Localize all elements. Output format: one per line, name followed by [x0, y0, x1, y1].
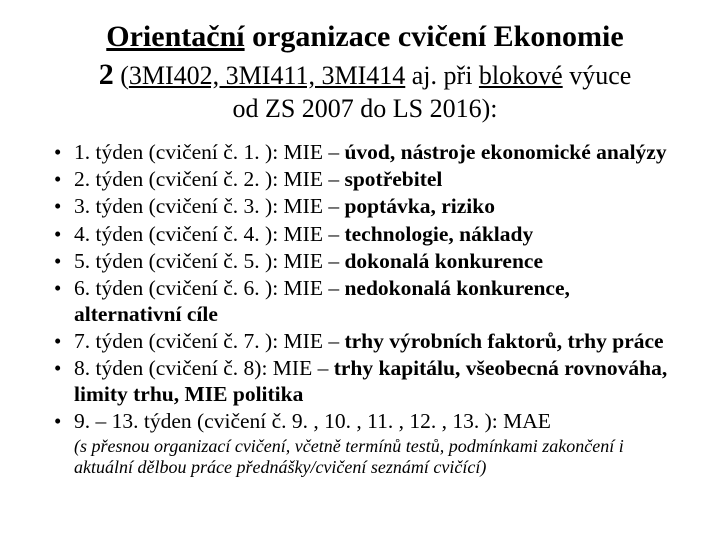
list-item: 1. týden (cvičení č. 1. ): MIE – úvod, n… [54, 140, 682, 165]
item-prefix: 8. týden (cvičení č. 8): MIE – [74, 356, 334, 380]
title-line-2: 2 (3MI402, 3MI411, 3MI414 aj. při blokov… [48, 56, 682, 94]
item-prefix: 2. týden (cvičení č. 2. ): MIE – [74, 167, 344, 191]
list-item: 8. týden (cvičení č. 8): MIE – trhy kapi… [54, 356, 682, 407]
list-item: 4. týden (cvičení č. 4. ): MIE – technol… [54, 222, 682, 247]
item-prefix: 1. týden (cvičení č. 1. ): MIE – [74, 140, 344, 164]
title-rest: organizace cvičení Ekonomie [245, 20, 624, 53]
title-underlined-word: Orientační [106, 20, 244, 53]
title-line-1: Orientační organizace cvičení Ekonomie [48, 18, 682, 56]
title-paren-open: ( [114, 61, 129, 90]
list-item: 3. týden (cvičení č. 3. ): MIE – poptávk… [54, 194, 682, 219]
title-line-3: od ZS 2007 do LS 2016): [48, 93, 682, 126]
footnote: (s přesnou organizací cvičení, včetně te… [48, 436, 682, 476]
slide-title: Orientační organizace cvičení Ekonomie 2… [48, 18, 682, 126]
list-item: 2. týden (cvičení č. 2. ): MIE – spotřeb… [54, 167, 682, 192]
title-end: výuce [563, 61, 632, 90]
item-topic: trhy výrobních faktorů, trhy práce [344, 329, 663, 353]
title-blokove: blokové [479, 61, 563, 90]
list-item: 7. týden (cvičení č. 7. ): MIE – trhy vý… [54, 329, 682, 354]
list-item: 6. týden (cvičení č. 6. ): MIE – nedokon… [54, 276, 682, 327]
item-prefix: 3. týden (cvičení č. 3. ): MIE – [74, 194, 344, 218]
item-topic: úvod, nástroje ekonomické analýzy [344, 140, 666, 164]
item-prefix: 7. týden (cvičení č. 7. ): MIE – [74, 329, 344, 353]
item-prefix: 6. týden (cvičení č. 6. ): MIE – [74, 276, 344, 300]
title-course-codes: 3MI402, 3MI411, 3MI414 [129, 61, 405, 90]
week-list: 1. týden (cvičení č. 1. ): MIE – úvod, n… [48, 140, 682, 435]
title-big-2: 2 [99, 58, 114, 91]
item-topic: dokonalá konkurence [344, 249, 543, 273]
item-topic: spotřebitel [344, 167, 442, 191]
item-prefix: 9. – 13. týden (cvičení č. 9. , 10. , 11… [74, 409, 551, 433]
item-prefix: 5. týden (cvičení č. 5. ): MIE – [74, 249, 344, 273]
title-mid: aj. při [405, 61, 479, 90]
item-topic: poptávka, riziko [344, 194, 495, 218]
list-item: 9. – 13. týden (cvičení č. 9. , 10. , 11… [54, 409, 682, 434]
item-prefix: 4. týden (cvičení č. 4. ): MIE – [74, 222, 344, 246]
list-item: 5. týden (cvičení č. 5. ): MIE – dokonal… [54, 249, 682, 274]
item-topic: technologie, náklady [344, 222, 533, 246]
